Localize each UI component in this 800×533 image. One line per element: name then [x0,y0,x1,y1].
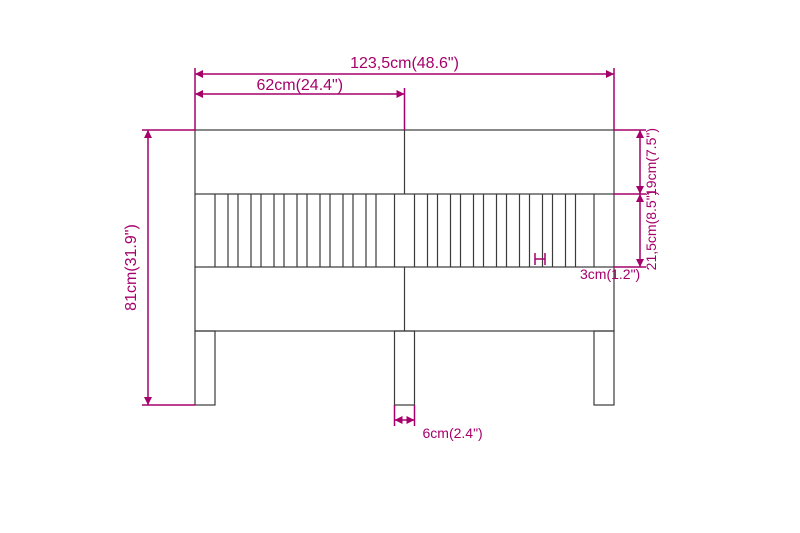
dim-slat-w: 3cm(1.2") [580,266,640,282]
dim-total-height: 81cm(31.9") [123,224,140,311]
dim-gap-h: 21,5cm(8.5") [643,191,659,271]
dimension-diagram: 123,5cm(48.6") 62cm(24.4") 81cm(31.9") 19cm… [0,0,800,533]
dim-total-width: 123,5cm(48.6") [350,55,459,72]
dim-leg-w: 6cm(2.4") [423,425,483,441]
leg [594,331,614,405]
leg [195,331,215,405]
leg [395,331,415,405]
dim-plank-h: 19cm(7.5") [643,128,659,196]
dim-half-width: 62cm(24.4") [256,77,343,94]
